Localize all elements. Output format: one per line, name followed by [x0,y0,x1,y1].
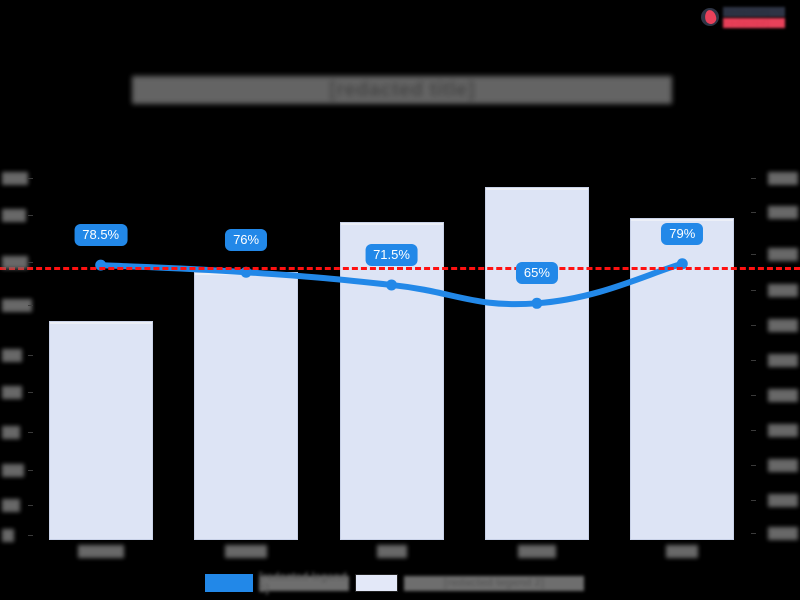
line-marker [386,279,397,291]
legend-swatch-bar [355,574,398,592]
data-label: 71.5% [365,243,418,266]
y-axis-left-tick [2,172,28,185]
y-axis-right-tickmark [751,254,756,255]
y-axis-left-tick [2,256,28,269]
data-label: 65% [515,262,558,285]
y-axis-right-tickmark [751,465,756,466]
y-axis-left-tick [2,499,20,512]
y-axis-right-tickmark [751,178,756,179]
y-axis-right-tick [768,424,798,437]
y-axis-right-tick [768,527,798,540]
y-axis-left-tickmark [28,505,33,506]
y-axis-right-tickmark [751,360,756,361]
data-label: 78.5% [74,224,128,247]
logo-wordmark: [redacted] [redacted] [723,6,785,28]
y-axis-right-tick [768,319,798,332]
droplet-circle-icon [700,7,720,27]
bar-column [630,218,735,540]
page-title: [redacted title] [132,76,672,104]
brand-logo: [redacted] [redacted] [700,3,794,31]
y-axis-right-tick [768,389,798,402]
y-axis-right-tick [768,494,798,507]
legend-label-2: [redacted legend 2] [404,575,584,591]
x-axis-tick [376,545,407,558]
line-marker [676,258,688,270]
bar-column [339,222,444,540]
y-axis-left-tickmark [28,432,33,433]
y-axis-left-tick [2,464,24,477]
y-axis-right-tickmark [751,212,756,213]
y-axis-left-tick [2,529,14,542]
y-axis-left-tick [2,426,20,439]
y-axis-left-tick [2,386,22,399]
x-axis-tick [77,545,124,558]
y-axis-left-tickmark [28,305,33,306]
legend-swatch-line [205,574,253,592]
y-axis-right-tickmark [751,395,756,396]
y-axis-right-tick [768,284,798,297]
logo-line-2: [redacted] [723,17,785,28]
y-axis-left-tickmark [28,470,33,471]
y-axis-right-tickmark [751,500,756,501]
y-axis-left-tickmark [28,355,33,356]
legend-label-1: [redacted legend 1] [259,571,349,595]
y-axis-right-tick [768,248,798,261]
y-axis-left-tickmark [28,215,33,216]
y-axis-left-tickmark [28,262,33,263]
y-axis-right-tick [768,172,798,185]
y-axis-left-tick [2,299,32,312]
y-axis-left-tickmark [28,178,33,179]
y-axis-right-tick [768,459,798,472]
y-axis-left-tick [2,349,22,362]
bar-top-cap [631,219,734,222]
bar-column [194,271,299,540]
bar-column [484,187,589,540]
bar-top-cap [340,223,443,226]
y-axis-right-tick [768,354,798,367]
x-axis-tick [666,545,699,558]
data-label: 79% [661,222,704,245]
logo-line-1: [redacted] [723,6,785,17]
legend[interactable]: [redacted legend 1] [redacted legend 2] [205,570,595,596]
bar-column [48,321,153,540]
bar-top-cap [49,322,152,324]
x-axis-tick [517,545,556,558]
y-axis-right-tickmark [751,290,756,291]
y-axis-right-tickmark [751,533,756,534]
data-label: 76% [225,229,268,252]
line-series [95,258,688,309]
y-axis-left-tick [2,209,26,222]
y-axis-left-tickmark [28,392,33,393]
reference-line [0,266,800,270]
y-axis-right-tick [768,206,798,219]
bar-top-cap [485,188,588,191]
y-axis-left-tickmark [28,535,33,536]
y-axis-right-tickmark [751,325,756,326]
y-axis-right-tickmark [751,430,756,431]
line-marker [531,297,543,309]
plot-area [28,175,755,540]
x-axis-tick [225,545,268,558]
